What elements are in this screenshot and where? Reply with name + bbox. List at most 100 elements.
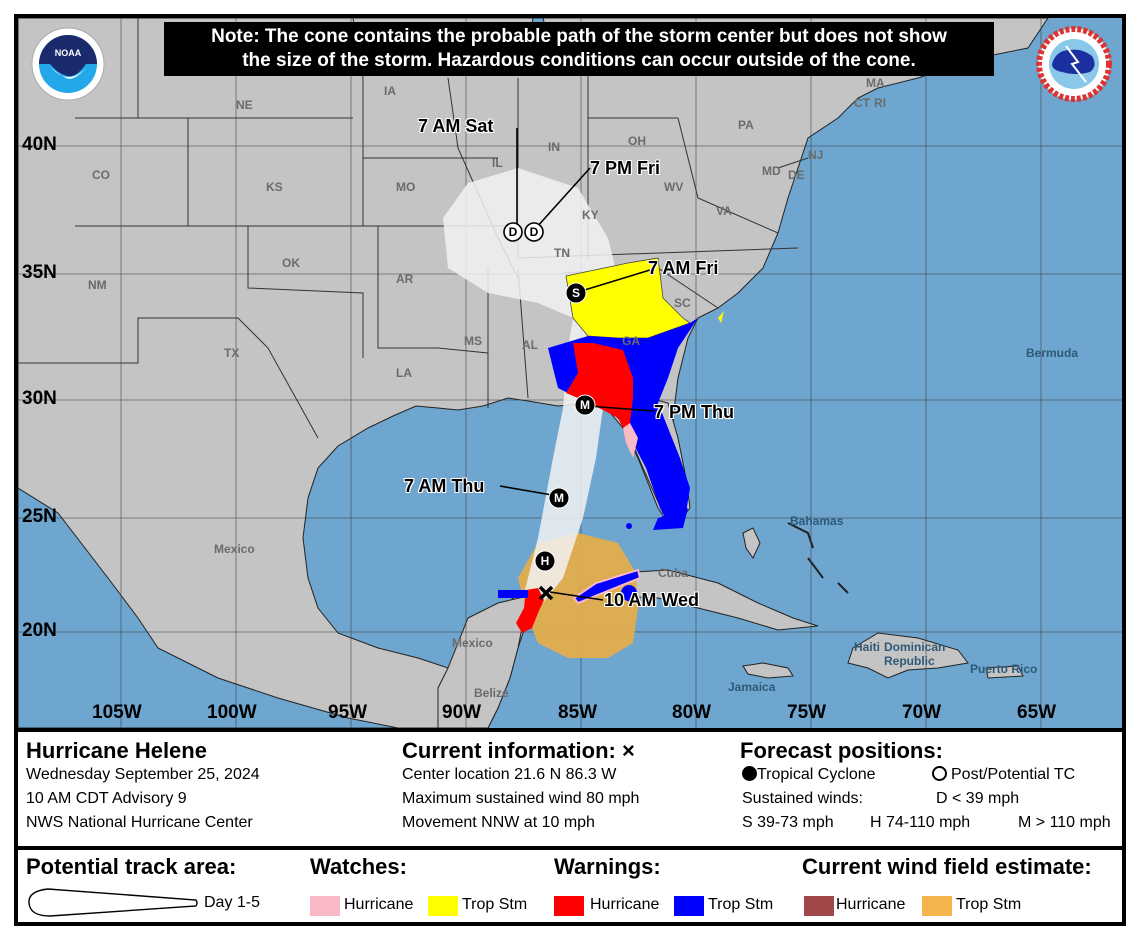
state-label: MA [866,76,885,90]
forecast-time-label: 7 PM Thu [654,402,734,422]
legend-label: Hurricane [344,896,414,913]
state-label: MS [464,334,482,348]
current-position-icon [538,585,554,601]
state-label: MD [762,164,781,178]
ts-wind-swatch [922,896,952,916]
state-label: VA [716,204,732,218]
warnings-title: Warnings: [554,854,661,879]
lat-label: 25N [22,506,57,527]
ts-watch-swatch [428,896,458,916]
state-label: DE [788,168,805,182]
current-info-title: Current information: × [402,738,635,763]
place-label: Puerto Rico [970,662,1038,676]
forecast-time-label: 7 AM Thu [404,476,485,496]
agency: NWS National Hurricane Center [26,814,253,831]
lon-label: 85W [558,702,598,723]
lon-label: 95W [328,702,368,723]
cone-note: Note: The cone contains the probable pat… [164,22,994,76]
lon-label: 65W [1017,702,1057,723]
state-label: TN [554,246,570,260]
forecast-time-label: 7 PM Fri [590,158,661,178]
wind-field-title: Current wind field estimate: [802,854,1092,879]
hurricane-wind-swatch [804,896,834,916]
legend-label: Hurricane [590,896,660,913]
forecast-graphic: H M M S D D Note: The cone contains the … [14,14,1126,926]
post-tc-legend: Post/Potential TC [932,766,1075,784]
open-circle-icon [932,766,947,781]
state-label: CT [854,96,870,110]
m-range: M > 110 mph [1018,814,1111,831]
note-line-1: Note: The cone contains the probable pat… [211,26,947,47]
max-wind: Maximum sustained wind 80 mph [402,790,640,807]
ts-warning-swatch [674,896,704,916]
map-canvas: H M M S D D [18,18,1122,728]
svg-text:S: S [572,286,580,300]
svg-text:M: M [580,398,590,412]
state-label: CO [92,168,110,182]
note-line-2: the size of the storm. Hazardous conditi… [242,50,916,71]
d-range: D < 39 mph [936,790,1020,807]
lon-label: 105W [92,702,142,723]
forecast-time-label: 7 AM Fri [648,258,719,278]
cone-shape-icon [28,888,198,917]
place-label: Bermuda [1026,346,1079,360]
svg-text:NOAA: NOAA [55,48,82,58]
info-panel: Hurricane Helene Wednesday September 25,… [18,728,1122,846]
place-label: Belize [474,686,509,700]
state-label: OH [628,134,646,148]
state-label: SC [674,296,691,310]
sustained-winds-label: Sustained winds: [742,790,863,807]
lat-label: 30N [22,388,57,409]
center-location: Center location 21.6 N 86.3 W [402,766,617,783]
lon-label: 75W [787,702,827,723]
state-label: TX [224,346,240,360]
tropical-cyclone-legend: Tropical Cyclone [742,766,876,784]
state-label: AR [396,272,414,286]
state-label: NE [236,98,253,112]
lat-label: 20N [22,620,57,641]
forecast-time-label: 7 AM Sat [418,116,494,136]
hurricane-watch-swatch [310,896,340,916]
svg-text:D: D [530,225,539,239]
lon-label: 80W [672,702,712,723]
advisory-date: Wednesday September 25, 2024 [26,766,260,783]
place-label: Cuba [658,566,688,580]
forecast-map: H M M S D D Note: The cone contains the … [18,18,1122,728]
state-label: NJ [808,148,824,162]
state-label: IN [548,140,560,154]
lon-label: 70W [902,702,942,723]
movement: Movement NNW at 10 mph [402,814,595,831]
place-label: Jamaica [728,680,776,694]
lon-label: 90W [442,702,482,723]
legend-label: Hurricane [836,896,906,913]
s-range: S 39-73 mph [742,814,834,831]
forecast-time-label: 10 AM Wed [604,590,700,610]
state-label: KS [266,180,283,194]
h-range: H 74-110 mph [870,814,971,831]
lat-label: 35N [22,262,57,283]
place-label: Mexico [214,542,255,556]
svg-text:H: H [541,554,550,568]
state-label: WV [664,180,684,194]
state-label: GA [622,334,640,348]
forecast-positions-title: Forecast positions: [740,738,943,763]
svg-text:D: D [509,225,518,239]
legend-label: Trop Stm [956,896,1022,913]
legend-panel: Potential track area: Day 1-5 Watches: H… [18,846,1122,922]
state-label: RI [874,96,886,110]
state-label: IA [384,84,396,98]
state-label: MO [396,180,416,194]
lat-label: 40N [22,134,57,155]
state-label: PA [738,118,754,132]
track-day-label: Day 1-5 [204,894,261,911]
legend-label: Trop Stm [462,896,528,913]
state-label: LA [396,366,412,380]
hurricane-warning-swatch [554,896,584,916]
track-area-title: Potential track area: [26,854,237,879]
storm-name: Hurricane Helene [26,738,207,763]
place-label: Bahamas [790,514,844,528]
state-label: NM [88,278,107,292]
watches-title: Watches: [310,854,407,879]
advisory-number: 10 AM CDT Advisory 9 [26,790,187,807]
state-label: KY [582,208,599,222]
